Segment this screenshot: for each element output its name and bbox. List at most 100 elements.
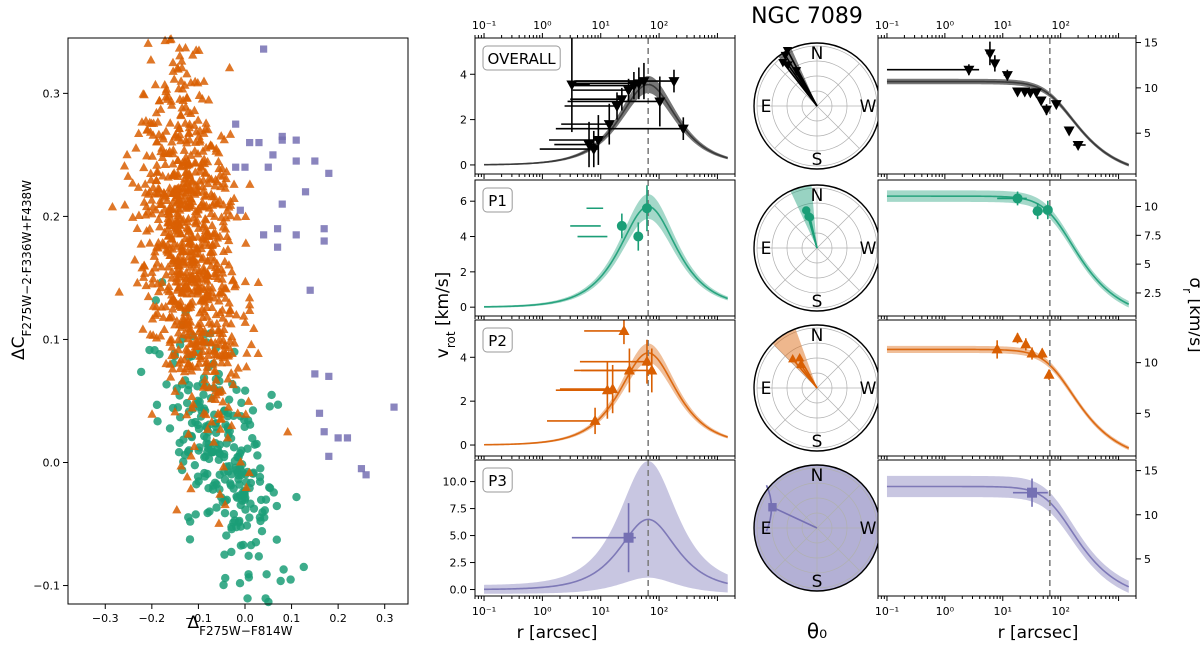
polar-point <box>795 352 805 362</box>
data-point-P2 <box>143 207 153 216</box>
theta0-polar-charts: N E S W N E S W N E S W N E S W <box>753 42 881 592</box>
data-point-P2 <box>210 349 220 359</box>
data-point-P2 <box>184 225 195 234</box>
data-point-P2 <box>223 402 234 411</box>
data-point-P2 <box>226 368 236 377</box>
data-point-P2 <box>159 324 169 334</box>
data-point-P2 <box>215 334 225 343</box>
data-point-P2 <box>153 183 163 193</box>
data-point-P2 <box>223 432 233 442</box>
data-point-P2 <box>183 330 193 339</box>
data-point-P2 <box>222 357 233 367</box>
data-point <box>566 80 578 91</box>
x-tick-label-top: 10¹ <box>994 19 1012 32</box>
data-point-P2 <box>181 203 191 212</box>
data-point-P1 <box>204 454 214 464</box>
data-point <box>1012 87 1024 98</box>
y-tick-label: 0.3 <box>43 87 61 100</box>
data-point-P2 <box>200 374 210 384</box>
polar-point <box>778 58 788 68</box>
x-tick-label-top: 10⁻¹ <box>875 19 899 32</box>
data-point-P2 <box>216 181 226 191</box>
data-point-P3 <box>325 452 333 460</box>
data-point <box>1012 332 1024 343</box>
chromosome-map-plot-area <box>68 38 408 604</box>
data-point-P3 <box>325 372 333 380</box>
data-point-P1 <box>244 573 254 582</box>
data-point-P2 <box>158 312 168 321</box>
data-point-P2 <box>151 333 162 342</box>
data-point-P2 <box>156 262 167 271</box>
data-point-P2 <box>182 93 192 102</box>
data-point-P2 <box>132 277 142 287</box>
y-tick-label: 2.5 <box>450 557 468 570</box>
y-tick-label: 5 <box>1144 258 1151 271</box>
data-point-P2 <box>181 363 191 373</box>
data-point-P2 <box>186 366 197 375</box>
model-curve <box>886 80 1130 166</box>
model-curve <box>886 348 1130 449</box>
data-point-P2 <box>201 409 211 419</box>
data-point-P1 <box>183 386 193 395</box>
data-point-P1 <box>237 467 247 476</box>
data-point-P2 <box>207 283 217 292</box>
data-point <box>1072 140 1084 151</box>
data-point-P2 <box>184 168 194 178</box>
data-point-P1 <box>237 446 246 455</box>
data-point-P2 <box>173 255 183 265</box>
data-point-P2 <box>220 499 230 509</box>
data-point-P1 <box>226 479 235 488</box>
polar-panel-2: N E S W <box>753 324 881 452</box>
data-point-P2 <box>220 224 231 233</box>
data-point-P1 <box>200 472 209 481</box>
polar-vector <box>786 49 818 107</box>
polar-vector <box>809 217 818 249</box>
data-point-P1 <box>214 448 224 457</box>
data-point-P2 <box>172 183 183 193</box>
data-point-P2 <box>240 211 251 220</box>
vrot-panel-P2: 0 2 4 P2 <box>460 319 736 461</box>
data-point-P1 <box>241 505 250 514</box>
data-point-P1 <box>242 521 252 530</box>
data-point-P2 <box>210 181 220 190</box>
data-point-P2 <box>202 311 212 320</box>
data-point-P2 <box>215 489 225 498</box>
compass-north: N <box>811 326 824 346</box>
y-tick-label: 2 <box>460 395 467 408</box>
data-point-P2 <box>147 195 157 204</box>
data-point-P2 <box>189 330 199 339</box>
data-point-P2 <box>184 128 194 137</box>
model-curve <box>886 195 1130 305</box>
data-point-P2 <box>176 135 186 145</box>
data-point-P1 <box>237 398 246 408</box>
data-point-P1 <box>242 477 251 487</box>
model-band <box>484 343 728 446</box>
y-tick-label: 10 <box>1144 82 1158 95</box>
data-point-P2 <box>206 261 216 270</box>
data-point-P2 <box>181 152 191 161</box>
data-point-P2 <box>196 162 207 171</box>
data-point <box>1035 96 1047 107</box>
data-point <box>1001 71 1013 82</box>
data-point-P2 <box>186 108 196 118</box>
data-point-P1 <box>286 575 295 584</box>
data-point-P2 <box>217 328 228 338</box>
polar-point <box>788 354 798 363</box>
data-point-P2 <box>174 358 185 367</box>
data-point-P2 <box>163 262 173 271</box>
data-point-P2 <box>212 318 222 328</box>
data-point-P2 <box>173 328 184 337</box>
y-tick-label: 2.5 <box>1144 287 1162 300</box>
data-point-P2 <box>232 212 242 221</box>
data-point-P2 <box>178 313 188 322</box>
data-point-P1 <box>193 472 203 481</box>
y-tick-label: 7.5 <box>450 503 468 516</box>
compass-east: E <box>761 239 772 259</box>
data-point-P2 <box>198 382 209 391</box>
compass-west: W <box>860 97 877 117</box>
data-point-P2 <box>145 238 155 247</box>
data-point-P2 <box>164 281 174 291</box>
x-tick-label-top: 10² <box>1051 19 1069 32</box>
compass-north: N <box>811 44 824 64</box>
data-point-P2 <box>157 277 167 286</box>
